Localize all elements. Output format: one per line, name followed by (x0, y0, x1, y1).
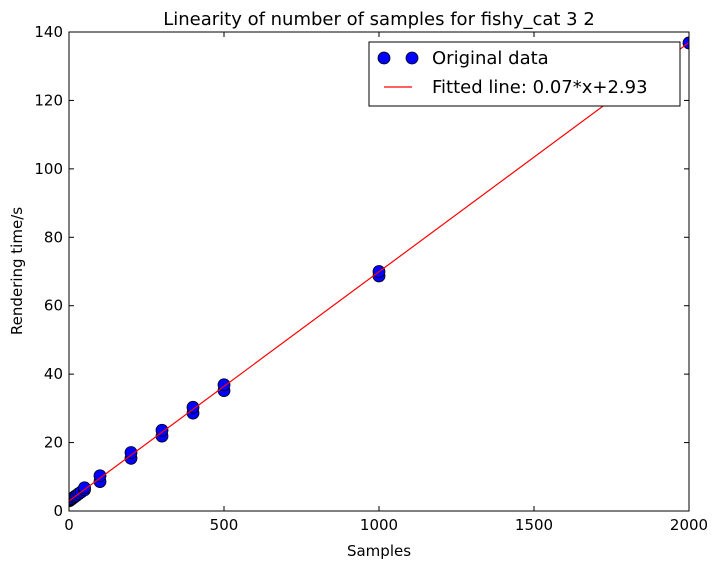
y-tick-label: 120 (34, 91, 63, 109)
x-tick-label: 500 (210, 516, 239, 534)
y-axis-label: Rendering time/s (8, 207, 26, 335)
y-tick-label: 20 (44, 434, 63, 452)
data-point (93, 469, 107, 483)
data-point (78, 481, 91, 495)
y-tick-label: 100 (34, 160, 63, 178)
data-point (124, 446, 138, 459)
legend-marker (377, 51, 391, 65)
legend-box (368, 41, 681, 107)
legend-label: Original data (432, 48, 549, 69)
chart-title: Linearity of number of samples for fishy… (163, 9, 595, 30)
data-point (155, 423, 169, 437)
x-tick-label: 0 (64, 516, 74, 534)
fitted-line (69, 42, 689, 502)
data-point (186, 400, 200, 414)
y-tick-label: 60 (44, 297, 63, 315)
x-tick-label: 1000 (360, 516, 398, 534)
legend: Original data Fitted line: 0.07*x+2.93 (368, 41, 681, 107)
y-tick-label: 0 (53, 502, 63, 520)
x-tick-label: 2000 (670, 516, 708, 534)
y-tick-label: 40 (44, 365, 63, 383)
x-axis-label: Samples (347, 542, 411, 560)
x-tick-label: 1500 (515, 516, 553, 534)
y-tick-label: 80 (44, 228, 63, 246)
y-tick-label: 140 (34, 23, 63, 41)
data-point (217, 378, 231, 392)
legend-marker (405, 51, 419, 65)
legend-label: Fitted line: 0.07*x+2.93 (432, 77, 648, 98)
x-axis: 0 500 1000 1500 2000 (64, 32, 708, 534)
y-axis: 0 20 40 60 80 100 120 140 (34, 23, 689, 520)
